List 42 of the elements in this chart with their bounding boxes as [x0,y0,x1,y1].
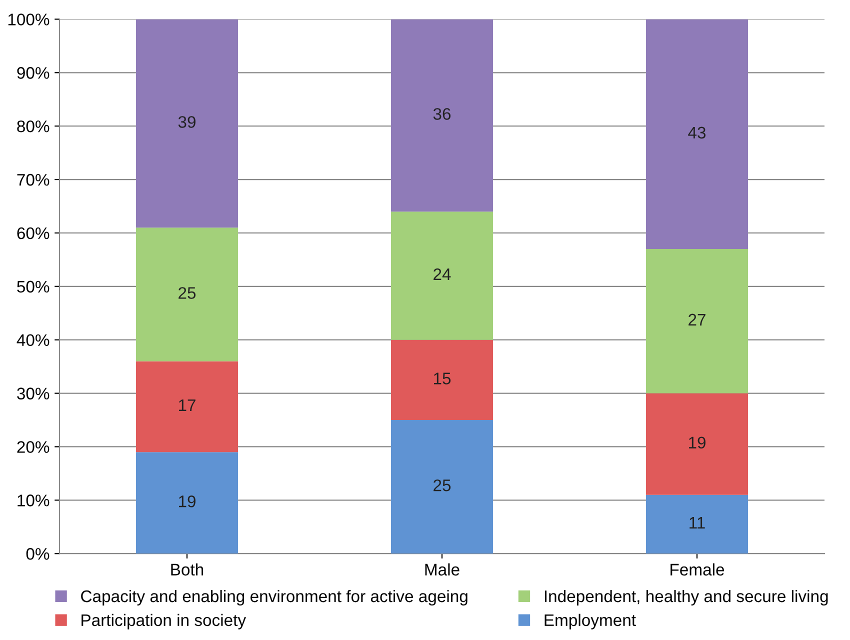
bar [391,19,493,212]
y-tick-label: 50% [17,280,50,293]
bar [391,340,493,420]
y-tick-label: 80% [17,120,50,132]
y-tick-label: 0% [26,548,50,560]
data-label: 17 [179,399,196,411]
y-tick-label: 70% [17,174,50,186]
bar [391,212,493,340]
x-tick-label: Female [670,563,724,576]
y-tick-label: 10% [18,494,50,506]
bar [646,393,748,495]
data-label: 11 [690,517,705,529]
x-tick-label: Male [425,563,460,576]
y-tick-label: 100% [8,14,50,26]
data-label: 39 [178,116,196,128]
legend-label: Participation in society [82,614,246,630]
data-label: 24 [434,268,451,280]
x-tick-label: Both [171,563,204,576]
y-tick-label: 90% [17,67,50,79]
bar [646,248,748,394]
y-tick-label: 20% [17,441,50,453]
data-label: 19 [689,436,706,449]
bar [391,420,493,554]
bar [136,19,238,228]
data-label: 25 [434,479,451,492]
bar [646,19,748,249]
y-tick-label: 40% [16,334,50,346]
legend-label: Employment [544,614,636,630]
data-label: 25 [178,287,196,299]
bar [646,494,748,554]
data-label: 19 [179,496,196,508]
data-label: 15 [434,372,451,384]
legend-label: Independent, healthy and secure living [544,590,828,606]
data-label: 43 [688,126,706,139]
bar [136,452,238,554]
data-label: 27 [688,314,706,326]
data-label: 36 [433,108,451,120]
bar [136,228,238,362]
bar [136,361,238,452]
y-tick-label: 30% [17,388,50,400]
legend-label: Capacity and enabling environment for active ageing [81,590,468,606]
y-tick-label: 60% [17,227,50,240]
